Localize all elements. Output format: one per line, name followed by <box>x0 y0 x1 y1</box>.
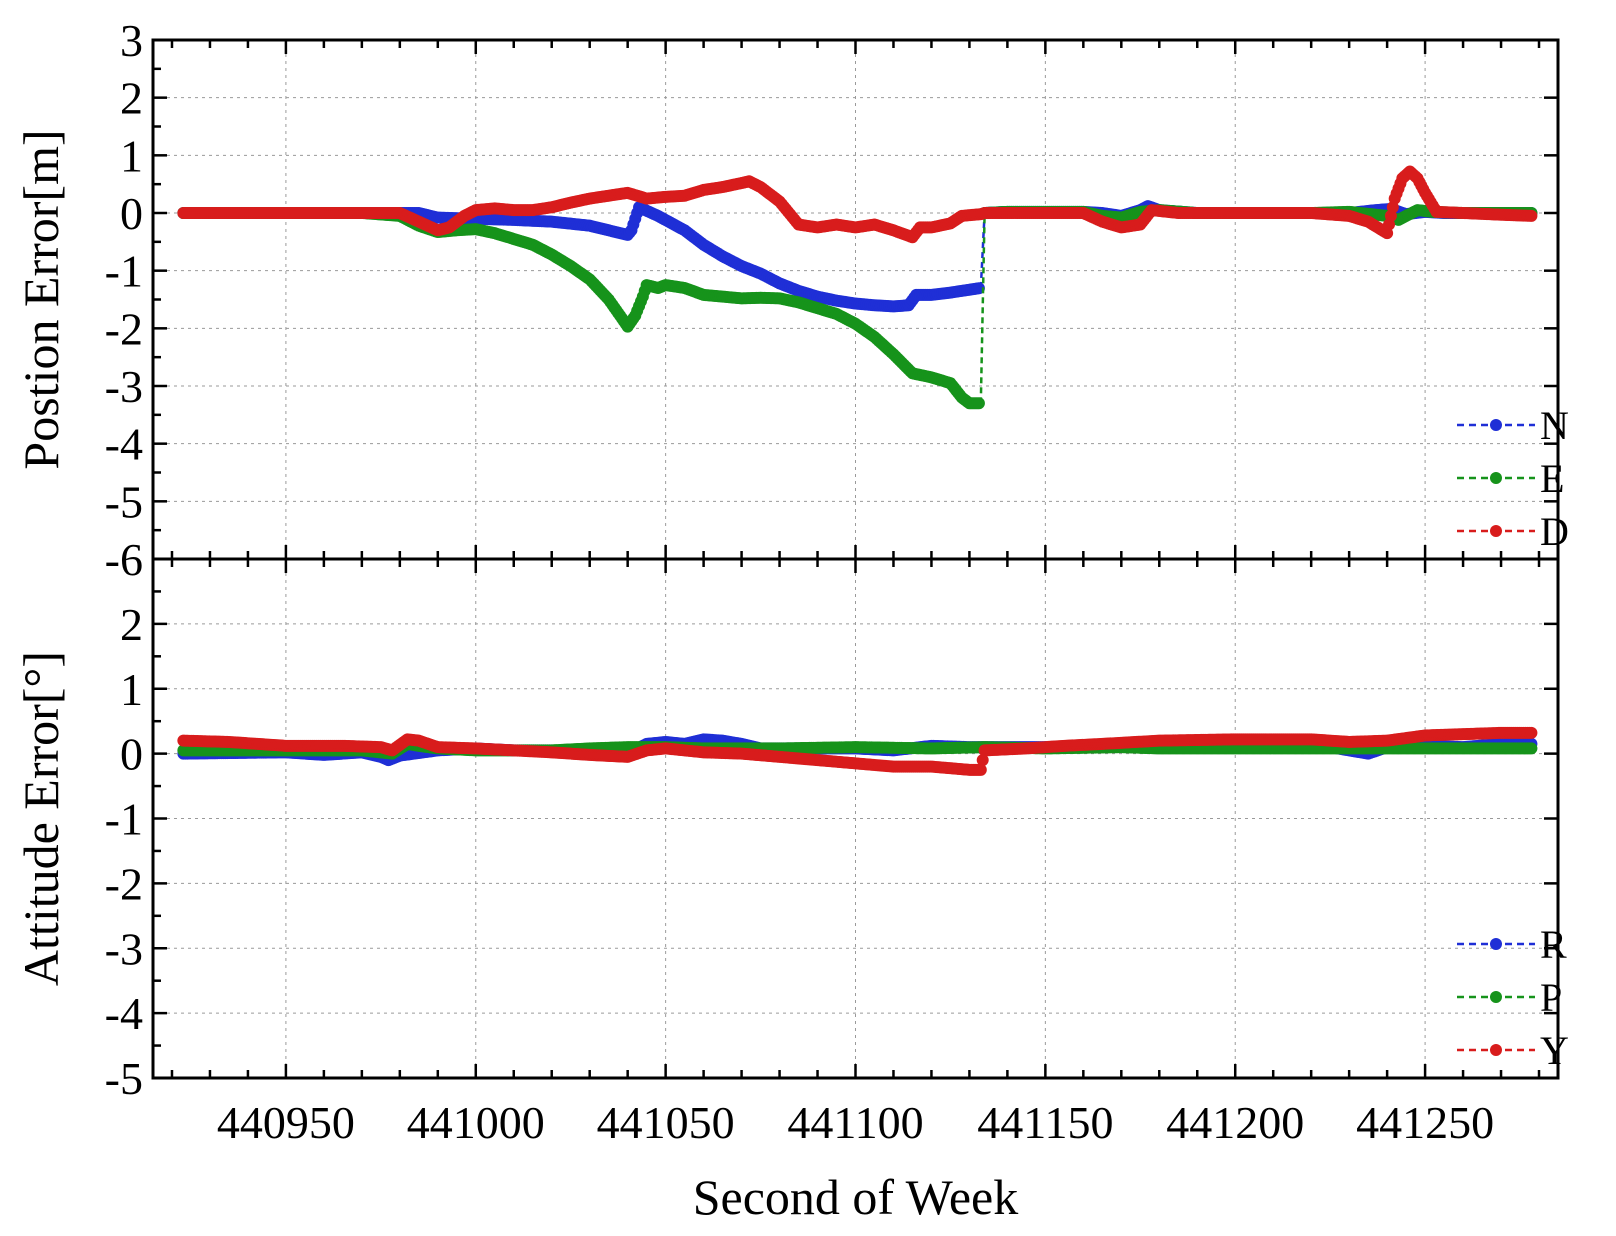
data-point <box>974 763 987 776</box>
bottom-series <box>177 726 1538 776</box>
legend-item-n: N <box>1457 403 1569 448</box>
x-tick-label: 441100 <box>787 1097 923 1148</box>
y-tick-label: -4 <box>105 419 143 470</box>
x-tick-label: 441200 <box>1166 1097 1304 1148</box>
x-tick-labels: 440950 441000 441050 441100 441150 441200 4412… <box>217 1097 1494 1148</box>
y-tick-label: -5 <box>105 1053 143 1104</box>
y-tick-label: -1 <box>105 246 143 297</box>
legend-label: R <box>1540 922 1567 967</box>
y-tick-label: -6 <box>105 534 143 585</box>
data-point <box>1525 742 1538 755</box>
top-series <box>177 165 1538 410</box>
series-n-jump <box>979 212 986 289</box>
y-tick-label: 2 <box>120 599 143 650</box>
data-point <box>972 397 985 410</box>
legend-marker <box>1490 991 1502 1003</box>
x-tick-label: 441000 <box>407 1097 545 1148</box>
legend-label: D <box>1540 509 1569 554</box>
legend-marker <box>1490 525 1502 537</box>
bottom-y-axis-title: Attitude Error[°] <box>13 651 69 986</box>
x-tick-label: 441150 <box>977 1097 1113 1148</box>
legend-label: P <box>1540 975 1562 1020</box>
legend-label: Y <box>1540 1028 1569 1073</box>
legend-item-d: D <box>1457 509 1569 554</box>
legend-marker <box>1490 1044 1502 1056</box>
y-tick-label: -3 <box>105 361 143 412</box>
series-y <box>177 726 1538 776</box>
y-tick-label: 3 <box>120 15 143 66</box>
y-tick-label: -2 <box>105 858 143 909</box>
y-tick-label: 1 <box>120 130 143 181</box>
legend-marker <box>1490 938 1502 950</box>
top-y-tick-labels: 3 2 1 0 -1 -2 -3 -4 -5 -6 <box>105 15 143 585</box>
legend-item-y: Y <box>1457 1028 1569 1073</box>
legend-item-p: P <box>1457 975 1562 1020</box>
position-error-panel: 3 2 1 0 -1 -2 -3 -4 -5 -6 Postion Error[m] NED <box>13 15 1569 585</box>
top-y-axis-title: Postion Error[m] <box>13 129 69 469</box>
legend-label: E <box>1540 456 1564 501</box>
legend-item-e: E <box>1457 456 1564 501</box>
x-axis-title: Second of Week <box>693 1169 1019 1225</box>
legend-item-r: R <box>1457 922 1567 967</box>
y-tick-label: 0 <box>120 188 143 239</box>
y-tick-label: -2 <box>105 303 143 354</box>
bottom-y-tick-labels: 2 1 0 -1 -2 -3 -4 -5 <box>105 599 143 1104</box>
top-legend: NED <box>1457 403 1569 554</box>
series-e-jump <box>979 212 986 404</box>
y-tick-label: -5 <box>105 476 143 527</box>
y-tick-label: 1 <box>120 664 143 715</box>
x-tick-label: 441050 <box>597 1097 735 1148</box>
y-tick-label: -1 <box>105 794 143 845</box>
data-point <box>976 754 989 767</box>
legend-label: N <box>1540 403 1569 448</box>
y-tick-label: -3 <box>105 923 143 974</box>
bottom-legend: RPY <box>1457 922 1569 1073</box>
bottom-grid <box>153 559 1558 1078</box>
y-tick-label: 2 <box>120 73 143 124</box>
legend-marker <box>1490 472 1502 484</box>
x-tick-label: 440950 <box>217 1097 355 1148</box>
y-tick-label: 0 <box>120 729 143 780</box>
y-tick-label: -4 <box>105 988 143 1039</box>
attitude-error-panel: 210-1-2-3-4-5 440950 441000 441050 441100 44… <box>13 557 1569 1225</box>
legend-marker <box>1490 419 1502 431</box>
data-point <box>1525 726 1538 739</box>
series-d <box>177 165 1538 244</box>
bottom-ticks <box>153 559 1558 1080</box>
data-point <box>1525 209 1538 222</box>
x-tick-label: 441250 <box>1356 1097 1494 1148</box>
